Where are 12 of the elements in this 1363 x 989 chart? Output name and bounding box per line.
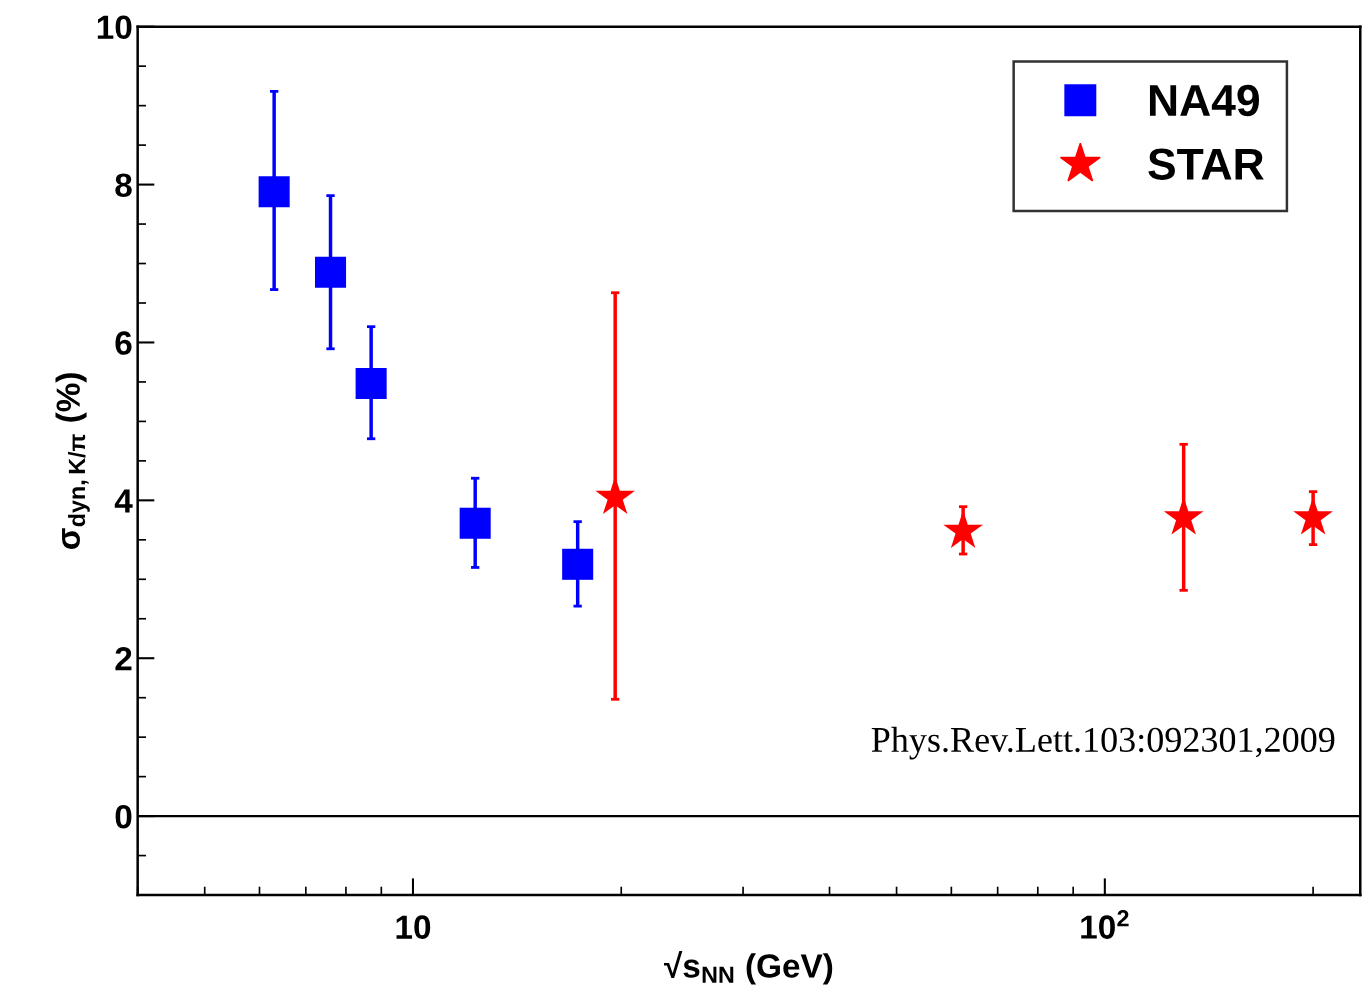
x-tick-label: 10$^{2}$ — [1081, 909, 1129, 939]
legend-label: STAR — [1148, 148, 1264, 180]
y-tick-label: 10 — [97, 15, 132, 40]
y-axis-title: σ$_{dyn,K/π}$ (%) — [55, 373, 90, 550]
y-tick-label: 4 — [114, 489, 133, 513]
y-tick-label: 6 — [115, 331, 132, 355]
x-axis-title: √s$_{NN}$ (GeV) — [664, 951, 833, 985]
y-tick-label: 8 — [115, 173, 132, 197]
legend-label: NA49 — [1149, 84, 1259, 117]
y-tick-label: 2 — [115, 647, 132, 671]
annotation: Phys.Rev.Lett.103:092301,2009 — [871, 726, 1335, 760]
y-tick-label: 0 — [115, 804, 132, 829]
